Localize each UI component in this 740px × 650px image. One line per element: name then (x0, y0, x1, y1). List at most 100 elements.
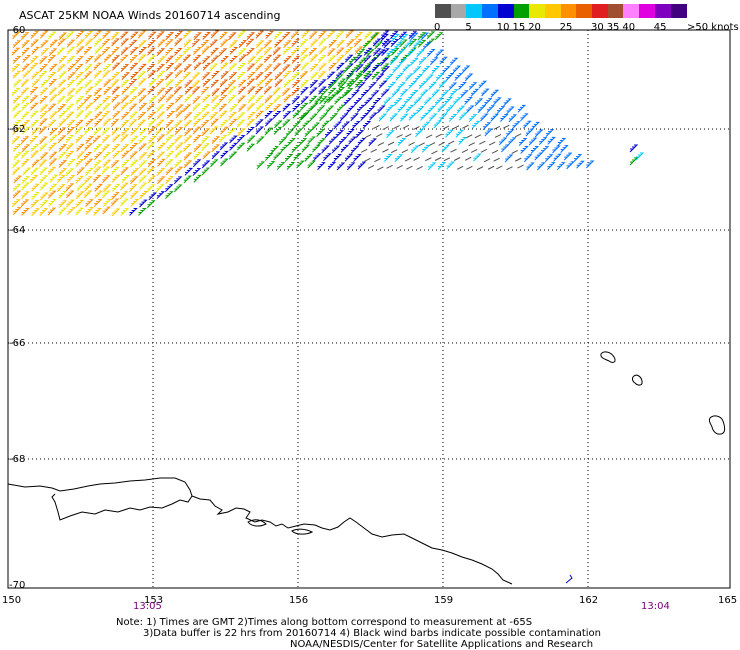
wind-barb (256, 136, 265, 145)
wind-barb (299, 39, 309, 48)
wind-barb (13, 79, 22, 88)
wind-barb (363, 47, 373, 56)
wind-barb (360, 89, 370, 98)
wind-barb (211, 144, 221, 153)
wind-barb (544, 154, 554, 163)
wind-barb (383, 97, 392, 106)
wind-barb (165, 191, 174, 200)
wind-barb (210, 95, 220, 104)
wind-barb (421, 144, 431, 153)
wind-barb (327, 161, 337, 170)
wind-barb (274, 39, 283, 48)
wind-barb (130, 128, 139, 136)
wind-barb (228, 86, 237, 95)
wind-barb (264, 110, 274, 119)
wind-barb (11, 88, 21, 96)
wind-barb (247, 56, 257, 65)
wind-barb (165, 120, 175, 129)
wind-barb (236, 135, 246, 143)
wind-barb (103, 79, 112, 88)
wind-barb (138, 54, 147, 63)
wind-barb (354, 73, 364, 82)
wind-barb (493, 97, 502, 106)
wind-barb (58, 119, 67, 128)
wind-barb (57, 104, 67, 112)
wind-barb (101, 47, 111, 56)
wind-barb (238, 79, 247, 88)
wind-barb (309, 31, 318, 40)
wind-barb (368, 57, 378, 66)
wind-barb (323, 153, 332, 162)
wind-barb (147, 111, 157, 120)
wind-barb (403, 97, 413, 105)
wind-barb (405, 73, 414, 82)
wind-barb (111, 166, 120, 175)
wind-barb (48, 119, 57, 128)
wind-barb (362, 120, 372, 129)
wind-barb (470, 88, 480, 97)
wind-barb (201, 128, 211, 137)
wind-barb (264, 95, 274, 104)
wind-barb (13, 175, 23, 184)
wind-barb (120, 54, 129, 63)
wind-barb (174, 166, 184, 175)
wind-barb (137, 112, 147, 121)
wind-barb (434, 157, 442, 161)
wind-barb (75, 159, 85, 167)
wind-barb (310, 72, 319, 81)
wind-barb (246, 143, 256, 152)
wind-barb (537, 162, 546, 171)
wind-barb (138, 207, 147, 216)
wind-barb (165, 48, 174, 56)
wind-barb (481, 88, 490, 97)
wind-barb (456, 105, 466, 114)
wind-barb (338, 137, 348, 145)
wind-barb (314, 96, 323, 105)
wind-barb (156, 64, 166, 73)
wind-barb (209, 126, 219, 135)
wind-barb (147, 86, 156, 95)
wind-barb (202, 94, 211, 103)
wind-barb (354, 46, 364, 55)
wind-barb (373, 125, 380, 129)
wind-barb (93, 144, 103, 153)
wind-barb (283, 70, 292, 79)
wind-barb (147, 150, 156, 159)
wind-barb (336, 162, 346, 171)
wind-barb (128, 119, 138, 128)
wind-barb (460, 90, 469, 99)
wind-barb (39, 30, 49, 39)
wind-barb (120, 38, 130, 47)
wind-barb (58, 32, 68, 41)
wind-barb (381, 66, 391, 75)
wind-barb (382, 126, 389, 131)
wind-barb (498, 137, 508, 146)
lat-label: -60 (9, 25, 26, 36)
wind-barb (393, 97, 403, 106)
wind-barb (201, 160, 211, 169)
wind-barb (229, 104, 238, 113)
wind-barb (137, 119, 147, 128)
wind-barb (211, 103, 221, 112)
wind-barb (165, 39, 174, 48)
wind-barb (319, 113, 328, 122)
wind-barb (75, 31, 85, 39)
wind-barb (93, 166, 102, 175)
wind-barb (366, 105, 376, 114)
wind-barb (121, 175, 130, 183)
wind-barb (466, 165, 473, 170)
wind-barb (112, 134, 121, 143)
wind-barb (209, 39, 219, 48)
wind-barb (318, 31, 327, 39)
wind-barb (218, 95, 228, 103)
wind-barb (313, 153, 322, 162)
wind-barb (58, 56, 68, 64)
wind-barb (317, 138, 326, 147)
wind-barb (292, 121, 302, 130)
wind-barb (238, 40, 248, 48)
wind-barb (255, 95, 264, 104)
wind-barb (92, 174, 102, 183)
wind-barb (119, 191, 129, 200)
wind-barb (227, 127, 237, 136)
wind-barb (65, 168, 75, 177)
